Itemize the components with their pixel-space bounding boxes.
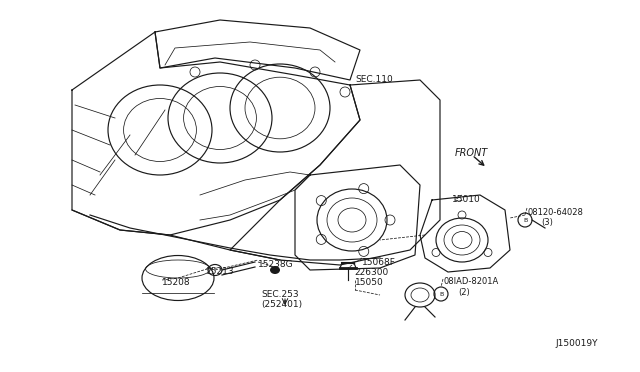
Text: B: B	[439, 292, 443, 296]
Text: B: B	[523, 218, 527, 222]
Text: SEC.253: SEC.253	[261, 290, 299, 299]
Text: 15208: 15208	[162, 278, 191, 287]
Text: 15068F: 15068F	[362, 258, 396, 267]
Text: 08IAD-8201A: 08IAD-8201A	[443, 277, 499, 286]
Text: SEC.110: SEC.110	[355, 75, 393, 84]
Ellipse shape	[270, 266, 280, 274]
Text: 15213: 15213	[206, 267, 235, 276]
Text: 15238G: 15238G	[258, 260, 294, 269]
Text: 15010: 15010	[452, 195, 481, 204]
Text: FRONT: FRONT	[455, 148, 488, 158]
Text: (252401): (252401)	[261, 300, 302, 309]
Text: 226300: 226300	[354, 268, 388, 277]
Text: J150019Y: J150019Y	[556, 339, 598, 348]
Text: 08120-64028: 08120-64028	[527, 208, 583, 217]
Text: 15050: 15050	[355, 278, 384, 287]
Text: (2): (2)	[458, 288, 470, 297]
Text: (3): (3)	[541, 218, 553, 227]
